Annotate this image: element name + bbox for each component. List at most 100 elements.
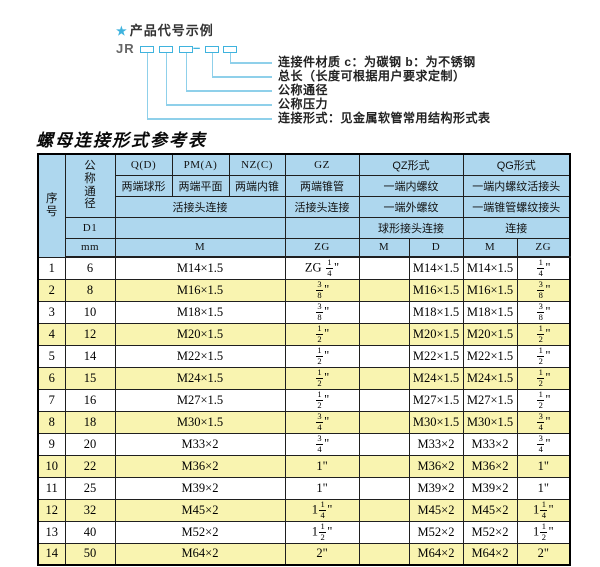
cell-mm: 15 (64, 366, 116, 390)
cell-qz-d: M14×1.5 (408, 256, 464, 280)
leader-line-h (146, 118, 272, 120)
cell-mm: 20 (64, 432, 116, 456)
unit-qz-d: D (408, 237, 464, 258)
cell-mm: 12 (64, 322, 116, 346)
cell-qz-m (358, 432, 410, 456)
cell-gz: 1 2 " (284, 322, 360, 346)
cell-serial: 12 (37, 498, 66, 522)
cell-serial: 13 (37, 520, 66, 544)
cell-m-thread: M27×1.5 (114, 388, 286, 412)
nut-table-body: 1 6 M14×1.5 ZG 1 4 " M14×1.5 M14×1.5 1 4 " 2 8 M16×1.… (37, 256, 571, 566)
leader-line-v (146, 53, 148, 118)
leader-line-v (211, 53, 213, 76)
cell-qz-m (358, 300, 410, 324)
cell-gz: 1 1 2 " (284, 520, 360, 544)
col-header-serial: 序号 (37, 153, 66, 258)
empty-cell (284, 216, 360, 239)
cell-mm: 14 (64, 344, 116, 368)
cell-m-thread: M14×1.5 (114, 256, 286, 280)
cell-m-thread: M52×2 (114, 520, 286, 544)
cell-qz-d: M27×1.5 (408, 388, 464, 412)
cell-gz: 1" (284, 476, 360, 500)
end-type-q: 两端球形 (114, 174, 173, 197)
table-row: 2 8 M16×1.5 3 8 " M16×1.5 M16×1.5 3 8 " (37, 278, 571, 302)
unit-qg-zg: ZG (516, 237, 571, 258)
cell-qg-m: M22×1.5 (462, 344, 518, 368)
cell-serial: 4 (37, 322, 66, 346)
table-row: 8 18 M30×1.5 3 4 " M30×1.5 M30×1.5 3 4 " (37, 410, 571, 434)
cell-mm: 40 (64, 520, 116, 544)
cell-qz-d: M36×2 (408, 454, 464, 478)
col-header-nz: NZ(C) (228, 153, 286, 176)
cell-qz-d: M20×1.5 (408, 322, 464, 346)
cell-serial: 10 (37, 454, 66, 478)
end-type-qz: 一端内螺纹 (358, 174, 464, 197)
cell-serial: 7 (37, 388, 66, 412)
cell-qg-zg: 1 2 " (516, 366, 571, 390)
cell-m-thread: M22×1.5 (114, 344, 286, 368)
cell-m-thread: M16×1.5 (114, 278, 286, 302)
cell-qg-m: M14×1.5 (462, 256, 518, 280)
unit-zg: ZG (284, 237, 360, 258)
cell-qz-m (358, 454, 410, 478)
cell-serial: 2 (37, 278, 66, 302)
code-box-1 (140, 46, 154, 53)
table-row: 4 12 M20×1.5 1 2 " M20×1.5 M20×1.5 1 2 " (37, 322, 571, 346)
cell-qz-d: M39×2 (408, 476, 464, 500)
cell-mm: 6 (64, 256, 116, 280)
unit-qz-m: M (358, 237, 410, 258)
cell-mm: 50 (64, 542, 116, 566)
table-row: 6 15 M24×1.5 1 2 " M24×1.5 M24×1.5 1 2 " (37, 366, 571, 390)
cell-gz: 2" (284, 542, 360, 566)
cell-qz-m (358, 344, 410, 368)
cell-qz-d: M22×1.5 (408, 344, 464, 368)
cell-qg-m: M18×1.5 (462, 300, 518, 324)
conn-type2-qz: 球形接头连接 (358, 216, 464, 239)
cell-gz: 3 4 " (284, 410, 360, 434)
code-box-5 (223, 46, 237, 53)
leader-line-v (165, 53, 167, 104)
cell-gz: 1" (284, 454, 360, 478)
code-box-3 (179, 46, 193, 53)
col-header-qg: QG形式 (462, 153, 571, 176)
cell-mm: 22 (64, 454, 116, 478)
cell-mm: 8 (64, 278, 116, 302)
conn-type-gz: 活接头连接 (284, 195, 360, 218)
cell-qz-m (358, 322, 410, 346)
cell-qg-zg: 1 2 " (516, 322, 571, 346)
cell-qg-zg: 1 1 2 " (516, 520, 571, 544)
cell-gz: 1 2 " (284, 344, 360, 368)
cell-qg-zg: 1 2 " (516, 388, 571, 412)
cell-qg-zg: 3 4 " (516, 432, 571, 456)
cell-qz-d: M16×1.5 (408, 278, 464, 302)
table-row: 5 14 M22×1.5 1 2 " M22×1.5 M22×1.5 1 2 " (37, 344, 571, 368)
cell-qg-m: M33×2 (462, 432, 518, 456)
conn-type2-qg: 连接 (462, 216, 571, 239)
cell-qg-m: M30×1.5 (462, 410, 518, 434)
cell-mm: 16 (64, 388, 116, 412)
cell-m-thread: M18×1.5 (114, 300, 286, 324)
cell-qz-d: M52×2 (408, 520, 464, 544)
cell-gz: 3 4 " (284, 432, 360, 456)
cell-qz-m (358, 366, 410, 390)
cell-qg-zg: 1" (516, 476, 571, 500)
star-icon: ★ (116, 24, 128, 38)
leader-line-v (185, 53, 187, 90)
cell-qz-m (358, 520, 410, 544)
cell-serial: 11 (37, 476, 66, 500)
cell-m-thread: M36×2 (114, 454, 286, 478)
cell-serial: 14 (37, 542, 66, 566)
cell-gz: 1 1 4 " (284, 498, 360, 522)
cell-qz-m (358, 410, 410, 434)
cell-qg-m: M16×1.5 (462, 278, 518, 302)
cell-qz-d: M64×2 (408, 542, 464, 566)
leader-line-v (229, 53, 231, 62)
cell-qg-zg: 3 8 " (516, 300, 571, 324)
table-row: 7 16 M27×1.5 1 2 " M27×1.5 M27×1.5 1 2 " (37, 388, 571, 412)
code-dash: – (193, 40, 201, 55)
product-code-diagram: ★ 产品代号示例 JR – 连接件材质 c：为碳钢 b：为不锈钢 总长（长度可根据… (0, 0, 600, 152)
empty-cell (114, 216, 286, 239)
cell-qg-m: M39×2 (462, 476, 518, 500)
cell-qg-m: M52×2 (462, 520, 518, 544)
cell-mm: 32 (64, 498, 116, 522)
